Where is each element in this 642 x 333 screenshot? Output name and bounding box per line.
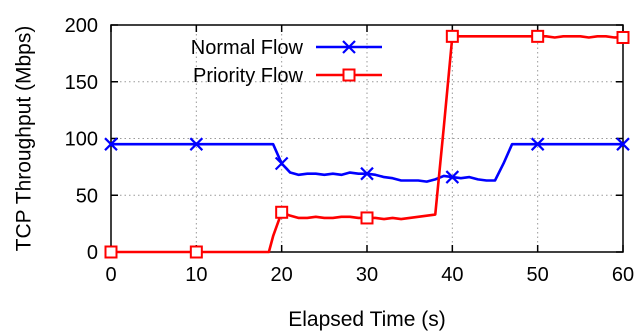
priority-flow-marker <box>104 245 118 259</box>
legend-label-normal-flow: Normal Flow <box>191 37 304 59</box>
x-marker-stroke <box>342 40 356 54</box>
x-tick-label: 10 <box>185 264 207 286</box>
normal-flow-marker <box>616 137 630 151</box>
normal-flow-line <box>111 142 623 183</box>
legend-marker-normal-flow <box>342 40 356 54</box>
normal-flow-marker <box>189 137 204 151</box>
priority-flow-marker <box>275 205 289 219</box>
normal-flow-marker <box>530 137 545 151</box>
priority-flow-marker <box>531 29 545 43</box>
y-tick-label: 0 <box>87 242 98 264</box>
y-axis-label: TCP Throughput (Mbps) <box>13 26 36 252</box>
x-tick-label: 50 <box>527 264 549 286</box>
priority-flow-marker <box>360 211 374 225</box>
x-marker-stroke <box>360 166 374 181</box>
priority-flow-marker <box>445 29 459 43</box>
legend-marker-priority-flow <box>342 68 356 82</box>
normal-flow-marker <box>445 170 460 184</box>
x-tick-label: 20 <box>271 264 293 286</box>
x-tick-label: 30 <box>356 264 378 286</box>
normal-flow-marker <box>274 156 289 171</box>
priority-flow-marker <box>616 30 630 44</box>
priority-flow-marker <box>189 245 203 259</box>
axes: 0 10 20 30 40 50 60 0 50 100 150 200 <box>65 15 635 286</box>
normal-flow-marker <box>360 166 374 181</box>
x-marker-stroke <box>104 137 118 151</box>
x-marker-stroke <box>530 137 545 151</box>
x-marker-stroke <box>189 137 204 151</box>
y-tick-label: 150 <box>65 72 98 94</box>
series-layer <box>104 29 630 259</box>
legend-label-priority-flow: Priority Flow <box>193 65 304 87</box>
legend: Normal Flow Priority Flow <box>191 37 382 87</box>
x-marker-stroke <box>274 156 289 171</box>
y-tick-label: 100 <box>65 129 98 151</box>
priority-flow-line <box>111 35 623 254</box>
x-axis-label: Elapsed Time (s) <box>288 308 446 331</box>
x-marker-stroke <box>616 137 630 151</box>
x-marker-stroke <box>445 170 460 184</box>
x-tick-label: 0 <box>105 264 116 286</box>
y-tick-label: 50 <box>76 185 98 207</box>
y-tick-label: 200 <box>65 15 98 37</box>
x-tick-label: 60 <box>612 264 634 286</box>
x-tick-label: 40 <box>441 264 463 286</box>
normal-flow-marker <box>104 137 118 151</box>
